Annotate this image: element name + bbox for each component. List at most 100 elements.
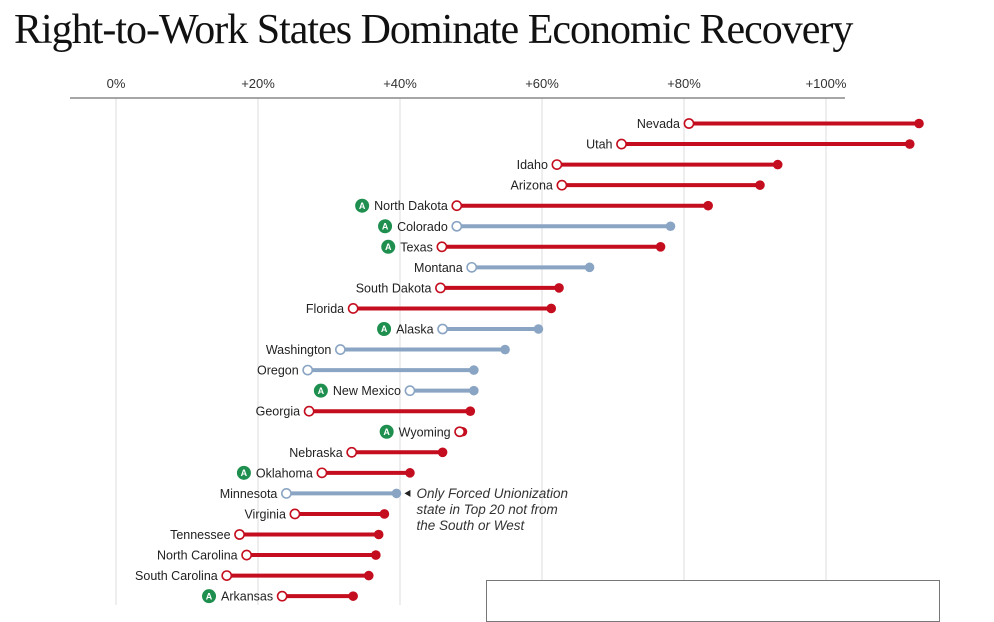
x-axis-ticks: 0% +20% +40% +60% +80% +100% bbox=[107, 76, 847, 91]
start-point-tennessee bbox=[234, 529, 245, 540]
energy-icon: A bbox=[202, 589, 217, 604]
energy-icon-circle bbox=[379, 424, 394, 439]
row-idaho: Idaho bbox=[517, 158, 783, 172]
end-point-georgia bbox=[465, 406, 476, 417]
row-north-carolina: North Carolina bbox=[157, 549, 381, 563]
energy-icon: A bbox=[381, 239, 396, 254]
energy-icon-glyph: A bbox=[318, 386, 325, 396]
energy-icon-circle bbox=[378, 219, 393, 234]
annotation-arrow bbox=[404, 489, 411, 497]
end-point-nebraska bbox=[437, 447, 448, 458]
energy-icon-glyph: A bbox=[383, 427, 390, 437]
energy-icon-glyph: A bbox=[206, 591, 213, 601]
end-point-oregon bbox=[469, 365, 479, 375]
row-tennessee: Tennessee bbox=[170, 528, 384, 542]
end-point-virginia bbox=[379, 509, 390, 519]
start-point-oregon bbox=[302, 364, 314, 376]
state-label-new-mexico: New Mexico bbox=[333, 384, 401, 398]
start-point-nebraska bbox=[346, 446, 358, 458]
row-south-carolina: South Carolina bbox=[135, 569, 374, 583]
energy-icon-glyph: A bbox=[381, 324, 388, 334]
state-label-virginia: Virginia bbox=[244, 507, 286, 521]
end-point-alaska bbox=[533, 324, 544, 334]
tick-label-80: +80% bbox=[667, 76, 701, 91]
start-point-texas bbox=[436, 241, 448, 253]
energy-icon-glyph: A bbox=[382, 221, 389, 231]
end-point-arizona bbox=[755, 180, 765, 190]
start-point-washington bbox=[334, 344, 346, 355]
state-label-south-carolina: South Carolina bbox=[135, 569, 218, 583]
row-oregon: Oregon bbox=[257, 364, 479, 378]
start-point-colorado bbox=[451, 220, 463, 232]
chart-title: Right-to-Work States Dominate Economic R… bbox=[14, 7, 853, 53]
start-point-alaska bbox=[437, 323, 448, 335]
state-label-colorado: Colorado bbox=[397, 220, 448, 234]
start-point-arizona bbox=[556, 179, 568, 191]
end-point-new-mexico bbox=[469, 385, 479, 396]
tick-label-20: +20% bbox=[241, 76, 275, 91]
start-point-virginia bbox=[289, 508, 301, 520]
energy-icon: A bbox=[236, 465, 251, 480]
start-point-south-carolina bbox=[221, 570, 233, 581]
annotation-line: the South or West bbox=[416, 518, 525, 533]
state-label-idaho: Idaho bbox=[517, 158, 548, 172]
annotation-line: Only Forced Unionization bbox=[416, 486, 568, 501]
row-wyoming: Wyoming A bbox=[379, 424, 468, 439]
start-point-utah bbox=[616, 138, 627, 150]
start-point-south-dakota bbox=[435, 282, 446, 294]
row-virginia: Virginia bbox=[244, 507, 390, 521]
state-label-tennessee: Tennessee bbox=[170, 528, 231, 542]
energy-icon-glyph: A bbox=[359, 201, 366, 211]
row-arkansas: Arkansas A bbox=[202, 589, 358, 604]
row-oklahoma: Oklahoma A bbox=[236, 465, 415, 480]
state-label-north-carolina: North Carolina bbox=[157, 549, 238, 563]
end-point-north-dakota bbox=[703, 200, 713, 211]
dumbbell-chart: 0% +20% +40% +60% +80% +100% Nevada Utah Idaho A… bbox=[70, 76, 924, 605]
energy-icon-circle bbox=[202, 589, 217, 604]
start-point-oklahoma bbox=[316, 467, 328, 479]
row-new-mexico: New Mexico A bbox=[313, 383, 479, 398]
state-label-montana: Montana bbox=[414, 261, 463, 275]
start-point-idaho bbox=[551, 159, 563, 170]
tick-label-100: +100% bbox=[806, 76, 847, 91]
start-point-florida bbox=[347, 303, 359, 314]
energy-icon-glyph: A bbox=[241, 468, 248, 478]
state-label-alaska: Alaska bbox=[396, 323, 434, 337]
end-point-oklahoma bbox=[405, 468, 415, 478]
row-alaska: Alaska A bbox=[377, 322, 544, 337]
row-arizona: Arizona bbox=[510, 179, 765, 193]
energy-icon: A bbox=[377, 322, 392, 336]
energy-icon-circle bbox=[313, 383, 328, 398]
start-point-montana bbox=[466, 261, 478, 273]
state-label-florida: Florida bbox=[306, 302, 344, 316]
row-florida: Florida bbox=[306, 302, 557, 316]
energy-icon: A bbox=[313, 383, 328, 398]
end-point-tennessee bbox=[373, 529, 384, 540]
energy-icon-circle bbox=[377, 322, 392, 336]
end-point-colorado bbox=[665, 221, 676, 232]
tick-label-60: +60% bbox=[525, 76, 559, 91]
legend-box bbox=[486, 580, 940, 622]
state-label-georgia: Georgia bbox=[256, 405, 301, 419]
end-point-south-carolina bbox=[363, 570, 374, 581]
state-label-arizona: Arizona bbox=[510, 179, 552, 193]
row-texas: Texas A bbox=[381, 239, 666, 254]
end-point-florida bbox=[546, 303, 557, 314]
row-washington: Washington bbox=[266, 343, 510, 357]
start-point-new-mexico bbox=[404, 385, 416, 397]
state-label-wyoming: Wyoming bbox=[399, 425, 451, 439]
energy-icon-circle bbox=[236, 465, 251, 480]
state-label-texas: Texas bbox=[400, 240, 433, 254]
end-point-washington bbox=[500, 344, 510, 355]
tick-label-0: 0% bbox=[107, 76, 126, 91]
end-point-arkansas bbox=[348, 591, 358, 601]
state-label-washington: Washington bbox=[266, 343, 332, 357]
energy-icon: A bbox=[379, 424, 394, 439]
end-point-minnesota bbox=[391, 488, 402, 499]
end-point-utah bbox=[904, 139, 915, 149]
row-nevada: Nevada bbox=[637, 117, 924, 131]
end-point-texas bbox=[655, 242, 666, 252]
end-point-south-dakota bbox=[554, 283, 564, 293]
